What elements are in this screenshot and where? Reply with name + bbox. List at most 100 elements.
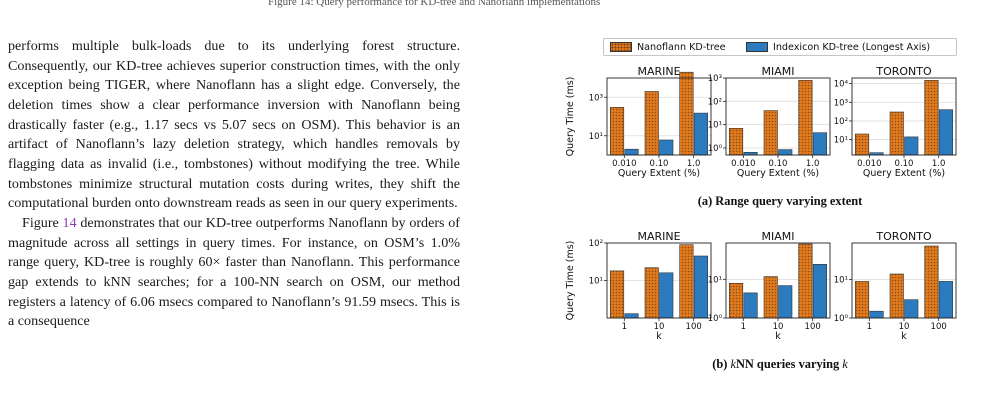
x-tick-label: 0.010	[731, 159, 755, 169]
bar-nanoflann	[924, 245, 939, 319]
legend-label-indexicon: Indexicon KD-tree (Longest Axis)	[773, 41, 931, 53]
legend-swatch-nanoflann	[610, 42, 632, 52]
bar-nanoflann	[924, 80, 939, 156]
y-tick-label: 10³	[708, 74, 722, 84]
bar-indexicon	[938, 281, 954, 319]
y-axis-label: Query Time (ms)	[565, 77, 576, 157]
chart-panel-a-toronto: 10¹ 10² 10³ 10⁴ 0.010 0.10 1.0 TORONTO Query Ext…	[834, 65, 957, 179]
bar-indexicon	[624, 313, 639, 319]
page-header-fragment: Figure 14: Query performance for KD-tree…	[268, 0, 601, 8]
x-tick-label: 1.0	[806, 159, 820, 169]
y-tick-label: 10¹	[589, 277, 603, 287]
body-text-column: performs multiple bulk-loads due to its …	[8, 37, 460, 332]
legend-item-nanoflann: Nanoflann KD-tree	[610, 40, 726, 54]
chart-panel-b-toronto: 10⁰ 10¹ 1 10 100 TORONTO k	[834, 230, 957, 342]
plot-frame	[725, 77, 831, 156]
bar-indexicon	[659, 272, 674, 319]
y-tick-label: 10⁰	[708, 144, 723, 154]
paragraph-body: demonstrates that our KD-tree outperform…	[8, 214, 461, 330]
panel-title: TORONTO	[875, 230, 932, 243]
chart-legend: Nanoflann KD-tree Indexicon KD-tree (Lon…	[603, 38, 957, 56]
x-tick-label: 1	[622, 322, 627, 332]
paragraph-construction: performs multiple bulk-loads due to its …	[8, 38, 460, 212]
y-tick-label: 10¹	[834, 276, 848, 286]
legend-item-indexicon: Indexicon KD-tree (Longest Axis)	[746, 40, 930, 54]
bar-nanoflann	[889, 273, 904, 319]
plot-frame	[606, 77, 712, 156]
plot-frame	[851, 77, 957, 156]
x-tick-label: 0.010	[857, 159, 881, 169]
y-tick-label: 10³	[589, 93, 603, 103]
bar-nanoflann	[609, 107, 625, 156]
caption-b-mid: NN queries varying	[735, 357, 843, 371]
bar-indexicon	[938, 109, 954, 156]
y-tick-label: 10⁰	[708, 314, 723, 324]
chart-panel-a-miami: 10⁰ 10¹ 10² 10³ 0.010 0.10 1.0 MIAMI Query Exten…	[708, 65, 831, 179]
bar-indexicon	[624, 148, 639, 156]
plot-frame	[725, 242, 831, 319]
caption-b-k1: k	[730, 357, 736, 371]
bar-nanoflann	[609, 270, 625, 319]
bar-indexicon	[812, 132, 828, 156]
bar-indexicon	[743, 292, 758, 319]
chart-panel-a-marine: 10¹ 10³ 0.010 0.10 1.0 MARINE Query Extent (%)…	[565, 65, 712, 179]
bar-nanoflann	[728, 282, 744, 319]
y-tick-label: 10¹	[708, 276, 722, 286]
x-tick-label: 100	[805, 322, 821, 332]
x-axis-label: Query Extent (%)	[737, 168, 819, 179]
x-tick-label: 100	[686, 322, 702, 332]
y-tick-label: 10²	[589, 239, 603, 249]
bar-nanoflann	[798, 80, 813, 156]
y-tick-label: 10²	[708, 97, 722, 107]
panel-title: MIAMI	[762, 230, 795, 243]
panel-title: MARINE	[637, 65, 680, 78]
x-tick-label: 1.0	[932, 159, 946, 169]
plot-frame	[851, 242, 957, 319]
x-tick-label: 1	[867, 322, 872, 332]
bar-nanoflann	[854, 281, 870, 319]
bar-indexicon	[693, 112, 709, 156]
y-tick-label: 10¹	[708, 121, 722, 131]
y-tick-label: 10²	[834, 117, 848, 127]
bar-indexicon	[693, 255, 709, 319]
x-axis-label: k	[656, 331, 662, 342]
bar-nanoflann	[798, 243, 813, 319]
bar-nanoflann	[644, 91, 659, 156]
x-tick-label: 0.010	[612, 159, 636, 169]
chart-panel-b-marine: 10¹ 10² 1 10 100 MARINE k Query Time (ms)	[565, 230, 712, 342]
x-tick-label: 0.10	[769, 159, 788, 169]
bar-nanoflann	[679, 71, 694, 156]
x-tick-label: 1.0	[687, 159, 701, 169]
caption-b-k2: k	[842, 357, 848, 371]
x-axis-label: k	[775, 331, 781, 342]
y-tick-label: 10³	[834, 98, 848, 108]
bar-indexicon	[778, 285, 793, 319]
legend-swatch-indexicon	[746, 42, 768, 52]
caption-b: (b) kNN queries varying k	[600, 357, 960, 372]
paragraph-lead: Figure	[22, 214, 63, 231]
x-tick-label: 0.10	[650, 159, 669, 169]
y-tick-label: 10¹	[834, 136, 848, 146]
legend-label-nanoflann: Nanoflann KD-tree	[637, 41, 726, 53]
y-tick-label: 10⁴	[834, 80, 849, 90]
caption-b-prefix: (b)	[712, 357, 731, 371]
bar-indexicon	[659, 139, 674, 156]
x-axis-label: Query Extent (%)	[863, 168, 945, 179]
bar-nanoflann	[763, 110, 778, 156]
bar-indexicon	[904, 136, 919, 156]
charts-layer: 10¹ 10³ 0.010 0.10 1.0 MARINE Query Extent (%)…	[565, 65, 957, 342]
y-tick-label: 10⁰	[834, 314, 849, 324]
bar-indexicon	[812, 263, 828, 319]
panel-title: MARINE	[637, 230, 680, 243]
bar-nanoflann	[889, 111, 904, 156]
y-tick-label: 10¹	[589, 132, 603, 142]
x-tick-label: 10	[654, 322, 665, 332]
chart-panel-b-miami: 10⁰ 10¹ 1 10 100 MIAMI k	[708, 230, 831, 342]
bar-indexicon	[904, 299, 919, 319]
x-tick-label: 10	[773, 322, 784, 332]
figure-ref-link[interactable]: 14	[62, 214, 77, 231]
x-axis-label: Query Extent (%)	[618, 168, 700, 179]
x-tick-label: 1	[741, 322, 746, 332]
bar-nanoflann	[854, 133, 870, 156]
bar-indexicon	[778, 149, 793, 156]
